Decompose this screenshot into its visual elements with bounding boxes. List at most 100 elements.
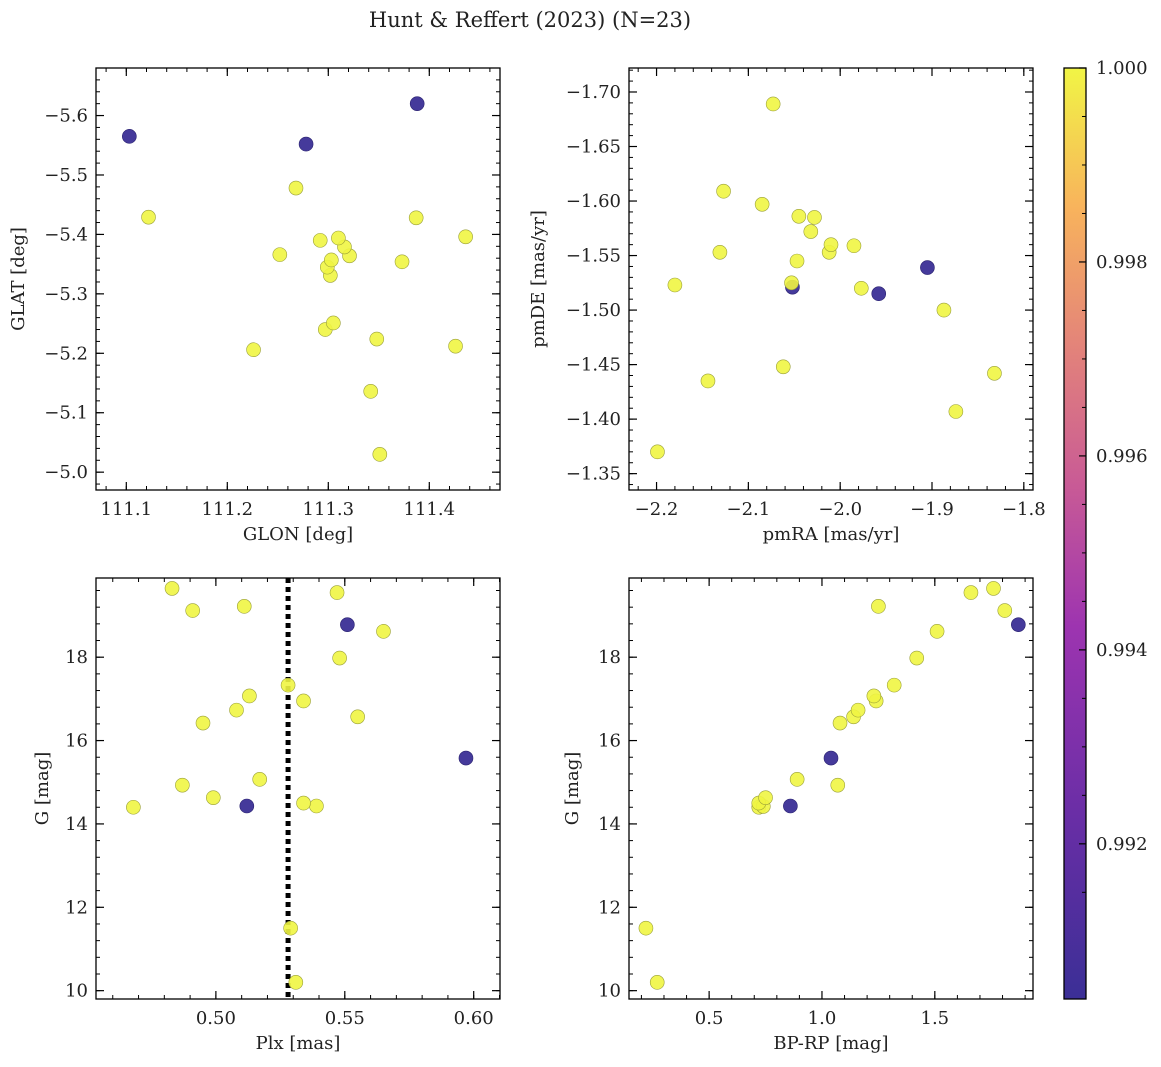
y-axis-label: G [mag] bbox=[32, 752, 53, 825]
colorbar-tick-label: 0.992 bbox=[1096, 834, 1148, 855]
data-point bbox=[886, 677, 902, 693]
y-tick-label: −1.55 bbox=[566, 246, 621, 267]
x-tick-label: 1.5 bbox=[921, 1008, 950, 1029]
y-tick-label: −5.5 bbox=[44, 165, 88, 186]
colorbar-tick-label: 1.000 bbox=[1096, 58, 1148, 79]
y-tick-label: 12 bbox=[598, 897, 621, 918]
data-point bbox=[312, 233, 328, 248]
y-tick-label: 16 bbox=[65, 731, 88, 752]
colorbar-frame bbox=[1063, 67, 1087, 1000]
data-point bbox=[239, 798, 255, 814]
x-tick-label: 111.3 bbox=[303, 499, 355, 520]
panel-tl: 111.1 111.2 111.3 111.4 −5.0 −5.1 −5.2 −5.3 −5.4… bbox=[8, 67, 501, 545]
data-point bbox=[141, 209, 156, 225]
data-point bbox=[807, 210, 822, 225]
data-point bbox=[288, 975, 304, 990]
data-point bbox=[803, 224, 819, 239]
panel-tr: −2.2 −2.1 −2.0 −1.9 −1.8 −1.35 −1.40 −1.45 −1.50… bbox=[528, 67, 1046, 545]
data-point bbox=[909, 650, 925, 666]
data-point bbox=[229, 702, 244, 718]
data-point bbox=[185, 603, 200, 618]
y-tick-label: −1.50 bbox=[566, 300, 621, 321]
data-point bbox=[765, 96, 781, 112]
data-point bbox=[948, 404, 964, 419]
data-point bbox=[122, 129, 137, 144]
data-point bbox=[920, 260, 935, 275]
x-tick-label: 0.50 bbox=[196, 1008, 236, 1029]
data-point bbox=[638, 920, 654, 936]
y-tick-label: −5.0 bbox=[44, 462, 88, 483]
colorbar-tick-label: 0.998 bbox=[1096, 252, 1148, 273]
x-axis-label: Plx [mas] bbox=[256, 1033, 341, 1054]
panels: 111.1 111.2 111.3 111.4 −5.0 −5.1 −5.2 −5.3 −5.4… bbox=[8, 67, 1046, 1054]
x-axis-label: GLON [deg] bbox=[243, 524, 353, 545]
colorbar-gradient bbox=[1064, 68, 1086, 999]
data-point bbox=[408, 210, 424, 226]
data-point bbox=[830, 777, 846, 793]
data-point bbox=[331, 230, 346, 246]
x-tick-label: −1.8 bbox=[1002, 499, 1046, 520]
y-tick-label: 18 bbox=[598, 647, 621, 668]
y-tick-label: 10 bbox=[65, 981, 88, 1002]
x-tick-label: 0.5 bbox=[695, 1008, 724, 1029]
data-point bbox=[326, 315, 341, 331]
x-tick-label: −2.1 bbox=[727, 499, 771, 520]
y-tick-label: 10 bbox=[598, 981, 621, 1002]
x-tick-label: 0.55 bbox=[325, 1008, 365, 1029]
plot-area bbox=[122, 96, 473, 462]
y-axis-label: G [mag] bbox=[562, 752, 583, 825]
y-tick-label: −1.60 bbox=[566, 191, 621, 212]
data-point bbox=[789, 772, 805, 787]
data-point bbox=[329, 585, 345, 600]
data-point bbox=[363, 384, 379, 399]
colorbar: 0.992 0.994 0.996 0.998 1.000 bbox=[1063, 58, 1148, 1000]
y-tick-label: −1.35 bbox=[566, 464, 621, 485]
data-point bbox=[409, 96, 425, 111]
x-axis-label: pmRA [mas/yr] bbox=[763, 524, 900, 545]
y-axis-label: GLAT [deg] bbox=[8, 227, 29, 331]
data-point bbox=[195, 715, 211, 731]
data-point bbox=[372, 447, 388, 462]
data-point bbox=[650, 444, 665, 460]
data-point bbox=[832, 715, 848, 731]
data-point bbox=[850, 702, 866, 718]
x-tick-label: 1.0 bbox=[808, 1008, 837, 1029]
y-tick-label: −1.65 bbox=[566, 137, 621, 158]
data-point bbox=[871, 286, 887, 302]
data-point bbox=[853, 280, 869, 296]
data-point bbox=[126, 799, 141, 815]
y-tick-label: 14 bbox=[65, 814, 88, 835]
data-point bbox=[448, 338, 463, 354]
data-point bbox=[1011, 617, 1026, 632]
data-point bbox=[784, 275, 799, 291]
data-point bbox=[649, 975, 665, 990]
data-point bbox=[206, 790, 221, 805]
axes-frame bbox=[95, 577, 501, 1000]
data-point bbox=[296, 693, 311, 709]
data-point bbox=[846, 238, 862, 254]
data-point bbox=[871, 599, 886, 614]
x-axis-label: BP-RP [mag] bbox=[773, 1033, 888, 1054]
data-point bbox=[288, 180, 304, 196]
x-tick-label: 0.60 bbox=[454, 1008, 494, 1029]
data-point bbox=[712, 244, 728, 260]
data-point bbox=[789, 253, 805, 269]
y-tick-label: 18 bbox=[65, 647, 88, 668]
data-point bbox=[340, 617, 355, 632]
y-tick-label: −1.45 bbox=[566, 355, 621, 376]
plot-area bbox=[650, 96, 1002, 460]
y-tick-label: −5.1 bbox=[44, 403, 88, 424]
data-point bbox=[324, 252, 339, 268]
data-point bbox=[236, 599, 252, 614]
data-point bbox=[963, 585, 979, 600]
data-point bbox=[296, 795, 311, 811]
x-tick-label: −2.2 bbox=[635, 499, 679, 520]
data-point bbox=[280, 677, 296, 693]
axes-frame bbox=[628, 577, 1034, 1000]
data-point bbox=[458, 750, 474, 766]
y-tick-label: 16 bbox=[598, 731, 621, 752]
data-point bbox=[987, 366, 1002, 381]
data-point bbox=[936, 302, 952, 318]
axes-frame bbox=[628, 67, 1034, 491]
data-point bbox=[754, 197, 770, 212]
